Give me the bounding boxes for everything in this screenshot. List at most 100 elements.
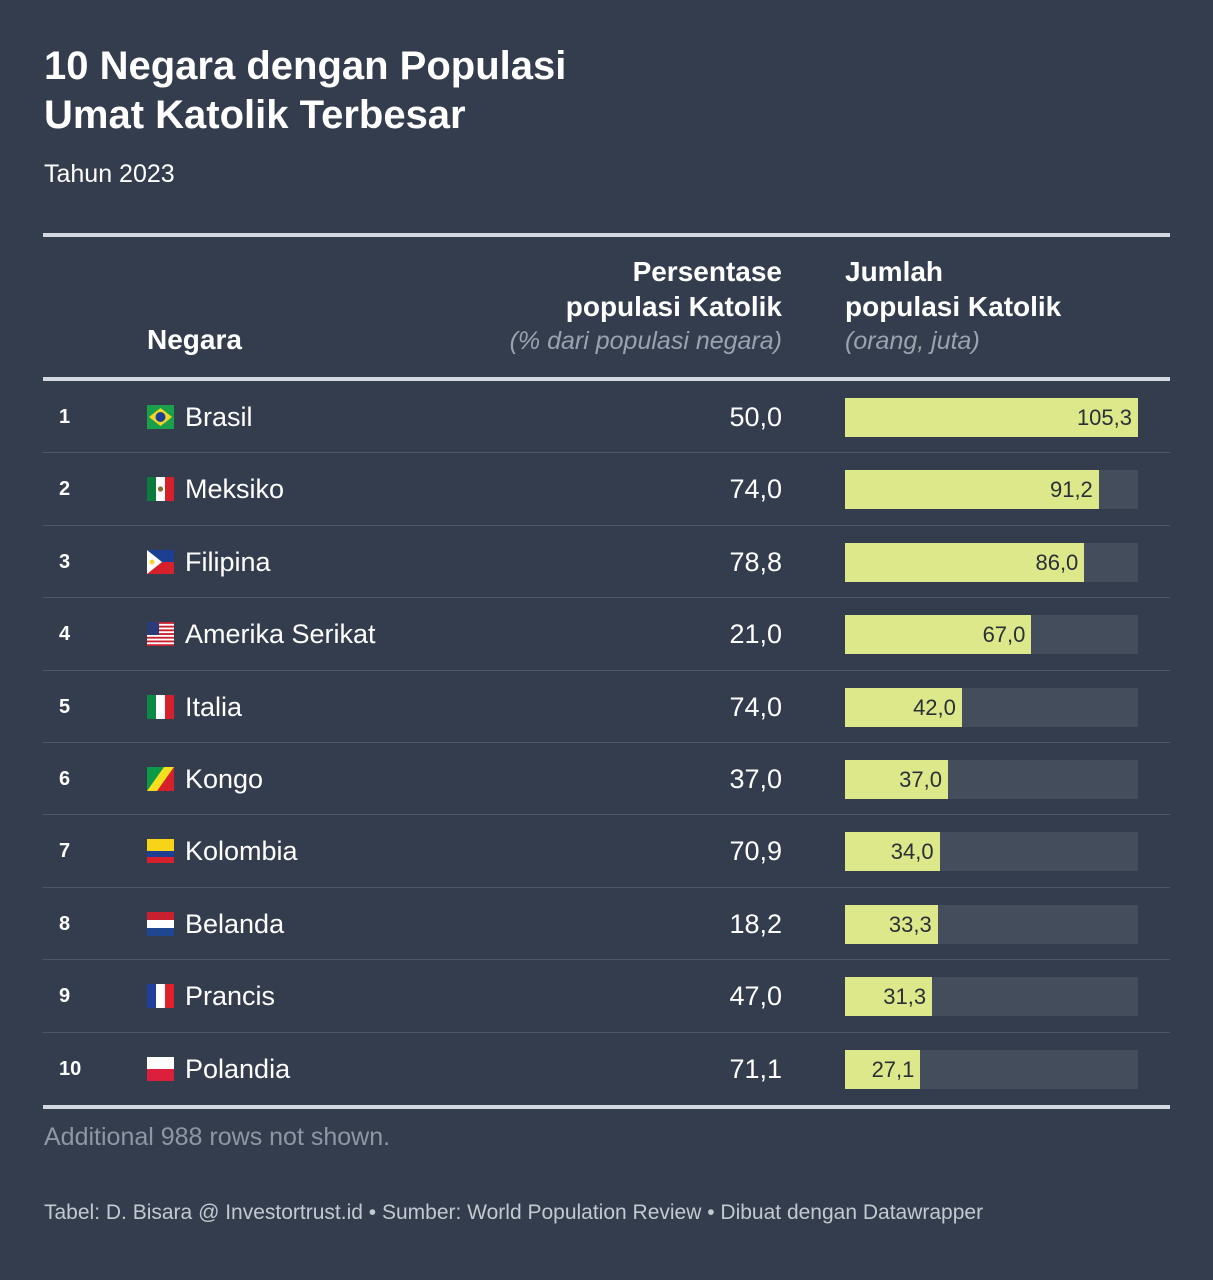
row-country: Polandia <box>185 1053 291 1084</box>
bar-value-label: 33,3 <box>888 911 932 937</box>
flag-united-states-icon <box>147 622 174 647</box>
title-line-2: Umat Katolik Terbesar <box>44 93 466 137</box>
flag-france-icon <box>147 984 174 1009</box>
row-country: Meksiko <box>185 474 285 505</box>
row-country: Prancis <box>185 981 276 1012</box>
row-percentage: 78,8 <box>729 546 782 577</box>
bar-track: 91,2 <box>845 470 1138 510</box>
table-header: Negara Persentase populasi Katolik (% da… <box>43 237 1170 377</box>
bar-fill: 27,1 <box>845 1049 921 1089</box>
chart-subtitle: Tahun 2023 <box>44 160 175 188</box>
bar-track: 67,0 <box>845 615 1138 655</box>
table-row: 4 Amerika Serikat 21,0 67,0 <box>43 598 1170 671</box>
row-country: Brasil <box>185 402 253 432</box>
row-rank: 9 <box>59 985 71 1008</box>
bar-value-label: 86,0 <box>1035 549 1079 575</box>
bar-fill: 34,0 <box>845 832 940 872</box>
row-percentage: 37,0 <box>729 763 782 794</box>
bar-track: 34,0 <box>845 832 1138 872</box>
bar-value-label: 105,3 <box>1076 405 1132 430</box>
flag-brazil-icon <box>147 405 174 429</box>
table-body: 1 Brasil 50,0 105,3 2 Meksiko 74,0 91,2 3 Filipin… <box>43 381 1170 1105</box>
row-percentage: 50,0 <box>729 402 782 432</box>
bar-value-label: 91,2 <box>1049 477 1093 503</box>
row-percentage: 21,0 <box>729 619 782 650</box>
table-row: 8 Belanda 18,2 33,3 <box>43 888 1170 961</box>
header-pct-note: (% dari populasi negara) <box>509 327 782 355</box>
row-country: Italia <box>185 691 243 722</box>
table-row: 9 Prancis 47,0 31,3 <box>43 960 1170 1033</box>
row-percentage: 74,0 <box>729 691 782 722</box>
row-country: Belanda <box>185 908 285 939</box>
row-country: Kolombia <box>185 836 298 867</box>
bar-track: 27,1 <box>845 1049 1138 1089</box>
bar-fill: 37,0 <box>845 759 948 799</box>
bar-track: 31,3 <box>845 977 1138 1017</box>
row-rank: 3 <box>59 550 71 573</box>
table-row: 5 Italia 74,0 42,0 <box>43 671 1170 743</box>
table-row: 2 Meksiko 74,0 91,2 <box>43 453 1170 526</box>
flag-italy-icon <box>147 694 174 719</box>
bar-track: 37,0 <box>845 759 1138 799</box>
header-percentage[interactable]: Persentase populasi Katolik (% dari popu… <box>510 254 782 359</box>
table-row: 10 Polandia 71,1 27,1 <box>43 1033 1170 1105</box>
flag-mexico-icon <box>147 477 174 502</box>
bar-fill: 91,2 <box>845 470 1099 510</box>
row-rank: 10 <box>59 1057 82 1080</box>
row-percentage: 74,0 <box>729 474 782 505</box>
header-pct-line-2: populasi Katolik <box>565 291 782 322</box>
table-top-rule <box>43 233 1170 237</box>
header-count[interactable]: Jumlah populasi Katolik (orang, juta) <box>845 254 1061 359</box>
header-count-line-2: populasi Katolik <box>845 291 1062 322</box>
bar-track: 86,0 <box>845 542 1138 582</box>
title-line-1: 10 Negara dengan Populasi <box>44 44 567 88</box>
row-percentage: 71,1 <box>729 1053 782 1084</box>
data-table: Negara Persentase populasi Katolik (% da… <box>43 233 1170 1109</box>
bar-fill: 86,0 <box>845 542 1085 582</box>
flag-netherlands-icon <box>147 911 174 936</box>
row-country: Filipina <box>185 546 271 577</box>
bar-value-label: 34,0 <box>890 839 934 865</box>
chart-title: 10 Negara dengan Populasi Umat Katolik T… <box>44 42 744 140</box>
table-row: 7 Kolombia 70,9 34,0 <box>43 815 1170 888</box>
table-bottom-rule <box>43 1104 1170 1109</box>
bar-value-label: 67,0 <box>982 622 1026 648</box>
bar-value-label: 42,0 <box>913 694 956 720</box>
table-row: 1 Brasil 50,0 105,3 <box>43 381 1170 454</box>
table-header-rule <box>43 377 1170 381</box>
table-notes: Additional 988 rows not shown. <box>44 1123 391 1151</box>
bar-fill: 67,0 <box>845 615 1032 655</box>
bar-value-label: 37,0 <box>899 766 942 792</box>
row-percentage: 70,9 <box>729 836 782 867</box>
row-percentage: 18,2 <box>729 908 782 939</box>
row-rank: 4 <box>59 623 71 646</box>
chart-footer: Tabel: D. Bisara @ Investortrust.id • Su… <box>44 1201 984 1224</box>
row-country: Amerika Serikat <box>185 619 376 650</box>
bar-fill: 105,3 <box>845 398 1138 437</box>
header-country[interactable]: Negara <box>147 324 242 355</box>
flag-philippines-icon <box>147 549 174 574</box>
flag-poland-icon <box>147 1056 174 1081</box>
row-country: Kongo <box>185 763 264 794</box>
row-rank: 7 <box>59 840 71 863</box>
bar-fill: 33,3 <box>845 904 938 944</box>
row-percentage: 47,0 <box>729 981 782 1012</box>
table-row: 3 Filipina 78,8 86,0 <box>43 526 1170 599</box>
row-rank: 6 <box>59 767 71 790</box>
bar-track: 33,3 <box>845 904 1138 944</box>
bar-value-label: 31,3 <box>883 984 927 1010</box>
bar-fill: 31,3 <box>845 977 933 1017</box>
bar-fill: 42,0 <box>845 687 962 727</box>
header-count-note: (orang, juta) <box>845 327 980 355</box>
row-rank: 5 <box>59 695 71 718</box>
flag-colombia-icon <box>147 839 174 864</box>
table-row: 6 Kongo 37,0 37,0 <box>43 743 1170 816</box>
header-count-line-1: Jumlah <box>845 256 944 287</box>
row-rank: 1 <box>59 406 71 428</box>
bar-track: 42,0 <box>845 687 1138 727</box>
bar-track: 105,3 <box>845 398 1138 437</box>
bar-value-label: 27,1 <box>871 1056 915 1082</box>
row-rank: 8 <box>59 912 71 935</box>
header-pct-line-1: Persentase <box>632 256 782 287</box>
flag-congo-icon <box>147 766 174 791</box>
